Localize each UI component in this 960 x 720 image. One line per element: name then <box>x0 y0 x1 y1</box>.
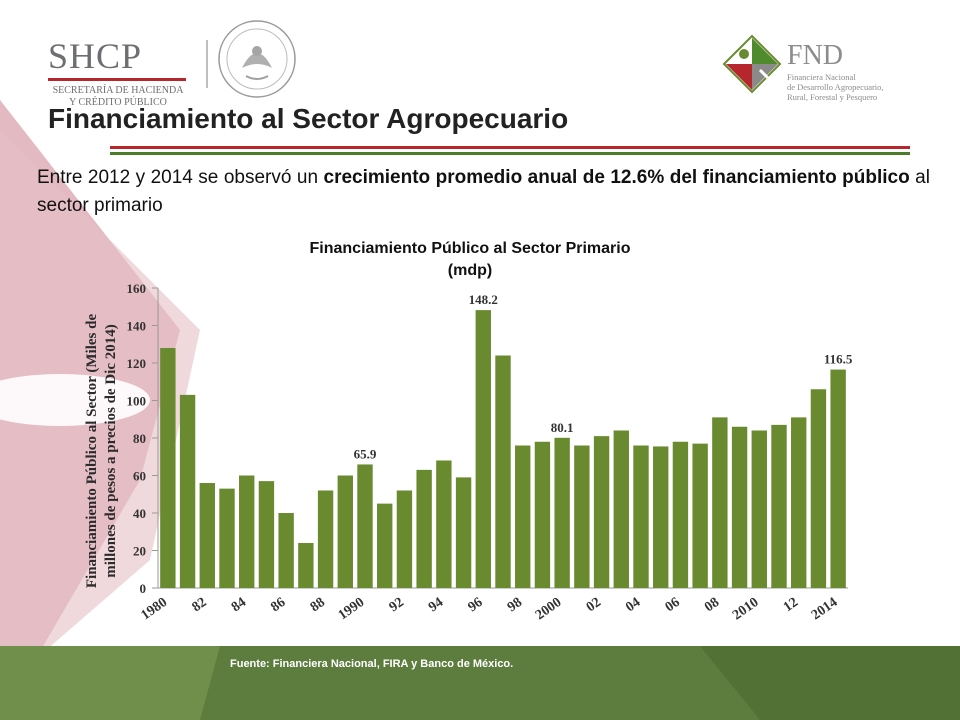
page-title: Financiamiento al Sector Agropecuario <box>48 103 569 134</box>
bar-1994 <box>436 460 452 588</box>
x-tick-label: 96 <box>466 595 486 615</box>
fnd-subtitle-2: de Desarrollo Agropecuario, <box>787 82 884 92</box>
bar-1997 <box>495 355 511 588</box>
bar-1989 <box>337 475 353 588</box>
bar-1996 <box>475 310 491 588</box>
y-tick-label: 100 <box>127 394 147 409</box>
bar-2007 <box>692 443 708 588</box>
x-tick-label: 04 <box>623 595 643 615</box>
y-axis-label-line1: Financiamiento Público al Sector (Miles … <box>84 314 100 589</box>
bar-2009 <box>731 426 748 588</box>
fnd-subtitle: Financiera Nacional de Desarrollo Agrope… <box>787 72 927 102</box>
bar-1984 <box>239 475 255 588</box>
bar-1982 <box>199 483 215 588</box>
fnd-subtitle-1: Financiera Nacional <box>787 72 856 82</box>
intro-post: al sector primario <box>37 167 930 216</box>
bar-1991 <box>377 503 393 588</box>
source-note: Fuente: Financiera Nacional, FIRA y Banc… <box>230 658 514 670</box>
fnd-logo-icon <box>722 34 782 94</box>
bar-2012 <box>791 417 807 588</box>
bar-1986 <box>278 513 294 588</box>
y-axis-label-line2: millones de pesos a precios de Dic 2014) <box>103 324 119 577</box>
bar-2011 <box>771 424 787 588</box>
y-tick-label: 20 <box>133 544 146 559</box>
bar-1999 <box>534 441 551 588</box>
chart-title-line2: (mdp) <box>447 262 493 279</box>
bar-1981 <box>179 394 196 588</box>
x-tick-label: 08 <box>702 595 722 615</box>
data-label: 80.1 <box>551 420 574 435</box>
bar-2010 <box>751 430 767 588</box>
bar-2003 <box>613 430 629 588</box>
y-tick-label: 160 <box>127 281 147 296</box>
x-tick-label: 94 <box>426 595 446 615</box>
title-underline-red <box>110 146 910 149</box>
bar-1987 <box>298 543 314 588</box>
x-tick-label: 84 <box>229 595 249 615</box>
y-tick-label: 60 <box>133 469 146 484</box>
bar-2013 <box>810 389 827 588</box>
y-axis-label: Financiamiento Público al Sector (Miles … <box>84 314 119 589</box>
intro-pre: Entre 2012 y 2014 se observó un <box>37 167 324 188</box>
x-tick-label: 2014 <box>809 595 841 623</box>
bar-chart: 02040608010012014016065.9148.280.1116.51… <box>127 281 853 623</box>
bar-2002 <box>593 436 610 588</box>
header-divider <box>206 40 208 88</box>
bar-1992 <box>396 490 413 588</box>
x-tick-label: 82 <box>190 595 210 615</box>
x-tick-label: 1990 <box>336 595 368 623</box>
data-label: 148.2 <box>469 292 498 307</box>
chart-title-line1: Financiamiento Público al Sector Primari… <box>309 240 631 257</box>
y-tick-label: 0 <box>140 581 147 596</box>
x-tick-label: 88 <box>308 595 328 615</box>
bar-2001 <box>574 445 590 588</box>
shcp-subtitle-1: SECRETARÍA DE HACIENDA <box>52 85 184 96</box>
bar-2006 <box>672 441 689 588</box>
bar-1985 <box>258 481 275 588</box>
y-tick-label: 120 <box>127 356 147 371</box>
chart-title: Financiamiento Público al Sector Primari… <box>230 238 710 282</box>
mexico-seal-icon <box>218 20 296 98</box>
intro-bold: crecimiento promedio anual de 12.6% del … <box>323 167 910 188</box>
x-tick-label: 98 <box>505 595 525 615</box>
x-tick-label: 1980 <box>139 595 171 623</box>
bar-2008 <box>712 417 728 588</box>
data-label: 116.5 <box>824 352 853 367</box>
bar-1990 <box>357 464 373 588</box>
bar-1995 <box>455 477 472 588</box>
bar-1988 <box>317 490 334 588</box>
bar-2004 <box>633 445 649 588</box>
bar-2005 <box>653 446 669 588</box>
bar-2014 <box>830 369 846 588</box>
y-tick-label: 80 <box>133 431 146 446</box>
y-tick-label: 140 <box>127 319 147 334</box>
x-tick-label: 02 <box>584 595 604 615</box>
x-tick-label: 86 <box>268 595 288 615</box>
shcp-logo: SHCP SECRETARÍA DE HACIENDA Y CRÉDITO PÚ… <box>48 38 188 109</box>
data-label: 65.9 <box>354 446 377 461</box>
bar-1993 <box>416 469 432 588</box>
intro-paragraph: Entre 2012 y 2014 se observó un crecimie… <box>37 164 930 220</box>
x-tick-label: 2000 <box>533 595 565 623</box>
title-underline-green <box>110 152 910 155</box>
bar-1980 <box>160 348 176 588</box>
x-tick-label: 06 <box>663 595 683 615</box>
fnd-subtitle-3: Rural, Forestal y Pesquero <box>787 92 878 102</box>
y-tick-label: 40 <box>133 506 146 521</box>
x-tick-label: 92 <box>387 595 407 615</box>
bar-2000 <box>554 437 570 588</box>
x-tick-label: 12 <box>781 595 801 615</box>
shcp-subtitle-2: Y CRÉDITO PÚBLICO <box>69 97 167 108</box>
bar-1983 <box>219 488 235 588</box>
shcp-underline <box>48 78 186 81</box>
shcp-name: SHCP <box>48 36 143 76</box>
footer-band <box>0 646 960 720</box>
bar-1998 <box>515 445 531 588</box>
x-tick-label: 2010 <box>730 595 762 623</box>
fnd-name: FND <box>787 40 844 71</box>
